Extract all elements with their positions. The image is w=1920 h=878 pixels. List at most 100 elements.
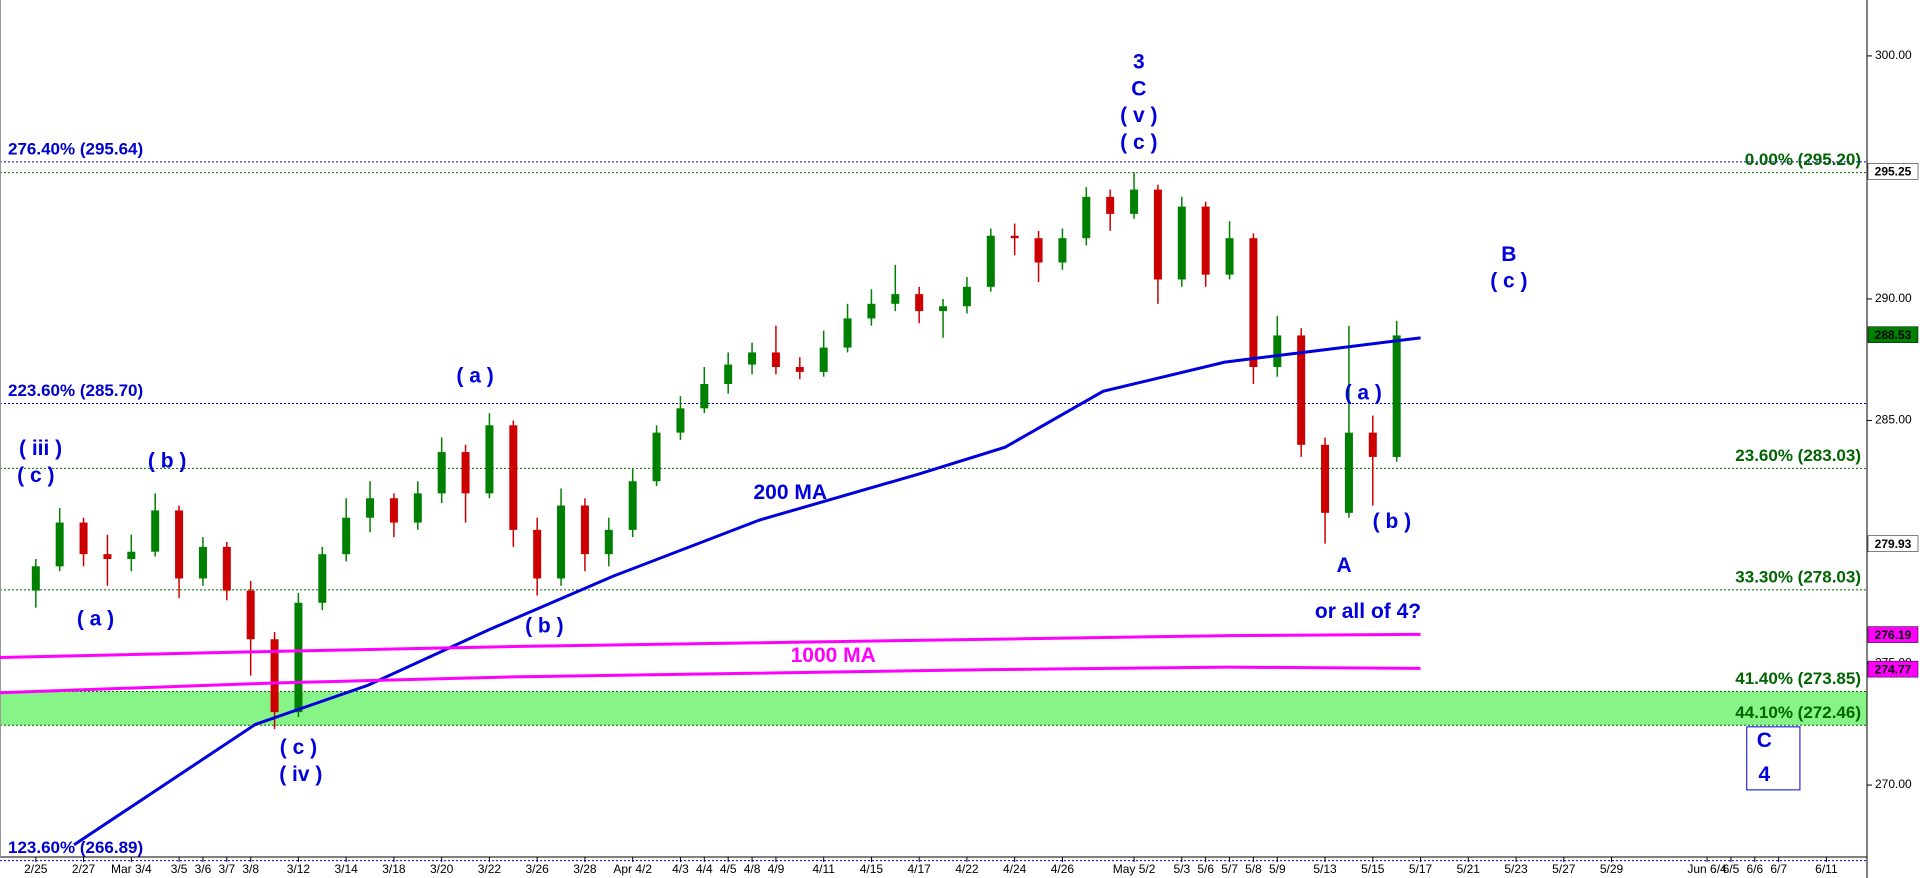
x-tick-label: 6/11 <box>1815 862 1838 876</box>
candle-body <box>103 554 112 560</box>
x-tick-label: 3/5 <box>171 862 188 876</box>
candle-body <box>1034 238 1043 263</box>
x-tick-label: 4/15 <box>860 862 884 876</box>
x-tick-label: 5/7 <box>1221 862 1238 876</box>
wave-label: A <box>1337 554 1352 577</box>
x-tick-label: 6/7 <box>1770 862 1787 876</box>
x-tick-label: 5/27 <box>1552 862 1576 876</box>
candle-body <box>1201 206 1210 275</box>
candle-body <box>867 303 876 319</box>
x-tick-label: 5/15 <box>1361 862 1385 876</box>
candle-body <box>389 498 398 523</box>
x-tick-label: 3/7 <box>218 862 235 876</box>
price-tag-label: 276.19 <box>1875 628 1912 642</box>
x-tick-label: 4/9 <box>768 862 785 876</box>
x-tick-label: 5/17 <box>1409 862 1433 876</box>
candle-body <box>1368 432 1377 457</box>
candle-body <box>318 554 327 603</box>
x-tick-label: 4/5 <box>720 862 737 876</box>
candle-body <box>1344 432 1353 513</box>
candle-body <box>509 425 518 530</box>
price-tag <box>1867 626 1919 643</box>
wave-label: or all of 4? <box>1315 600 1421 623</box>
wave-label: ( v ) <box>1120 104 1157 127</box>
wave-label: ( c ) <box>17 464 54 487</box>
wave-label: C <box>1131 77 1146 100</box>
candle-body <box>724 364 733 385</box>
candle-body <box>676 408 685 433</box>
x-tick-label: 5/8 <box>1245 862 1262 876</box>
y-tick-label: 300.00 <box>1875 48 1912 62</box>
candle-body <box>246 590 255 640</box>
y-tick-label: 290.00 <box>1875 291 1912 305</box>
candle-body <box>771 352 780 368</box>
fib-label: 123.60% (266.89) <box>8 838 143 857</box>
x-tick-label: 4/3 <box>672 862 689 876</box>
x-tick-label: 3/26 <box>526 862 550 876</box>
fib-label: 0.00% (295.20) <box>1745 150 1861 169</box>
x-tick-label: 4/8 <box>744 862 761 876</box>
x-tick-label: May 5/2 <box>1113 862 1156 876</box>
x-tick-label: 6/5 <box>1723 862 1740 876</box>
wave-label: 1000 MA <box>791 644 876 667</box>
wave-label: ( b ) <box>525 615 563 638</box>
wave-label: 4 <box>1758 763 1770 786</box>
fib-label: 44.10% (272.46) <box>1735 703 1861 722</box>
wave-label: ( iii ) <box>19 437 62 460</box>
candle-body <box>891 294 900 304</box>
fib-label: 276.40% (295.64) <box>8 139 143 158</box>
x-tick-label: Mar 3/4 <box>111 862 152 876</box>
candle-body <box>151 510 160 552</box>
candle-body <box>843 318 852 348</box>
x-tick-label: Apr 4/2 <box>613 862 652 876</box>
candle-body <box>557 505 566 579</box>
candle-body <box>1010 235 1019 239</box>
candle-body <box>461 452 470 494</box>
wave-label: ( a ) <box>456 364 493 387</box>
price-tag <box>1867 326 1919 343</box>
candle-body <box>270 639 279 713</box>
wave-label: ( b ) <box>148 449 186 472</box>
price-tag-label: 295.25 <box>1875 165 1912 179</box>
candle-body <box>294 602 303 713</box>
wave-label: ( b ) <box>1373 510 1411 533</box>
x-tick-label: 5/3 <box>1173 862 1190 876</box>
x-tick-label: 3/20 <box>430 862 454 876</box>
price-tag-label: 274.77 <box>1875 662 1912 676</box>
moving-average <box>73 336 1421 847</box>
moving-average <box>0 632 1421 659</box>
candle-body <box>986 235 995 287</box>
wave-label: ( a ) <box>1345 381 1382 404</box>
candle-body <box>652 432 661 482</box>
candle-body <box>198 546 207 579</box>
x-tick-label: 4/11 <box>812 862 835 876</box>
x-tick-label: 3/6 <box>195 862 212 876</box>
x-tick-label: Jun 6/4 <box>1687 862 1727 876</box>
candle-body <box>1130 189 1139 214</box>
candle-body <box>79 522 88 555</box>
x-tick-label: 3/14 <box>335 862 359 876</box>
candle-body <box>1106 196 1115 214</box>
candle-body <box>1273 335 1282 368</box>
x-tick-label: 5/6 <box>1197 862 1214 876</box>
price-tag-label: 279.93 <box>1875 537 1912 551</box>
x-tick-label: 5/21 <box>1457 862 1481 876</box>
candle-body <box>1321 444 1330 513</box>
x-tick-label: 5/29 <box>1600 862 1624 876</box>
candle-body <box>580 505 589 555</box>
y-tick-label: 285.00 <box>1875 413 1912 427</box>
wave-label: 200 MA <box>753 481 827 504</box>
wave-label: ( c ) <box>1490 269 1527 292</box>
wave-label: ( c ) <box>280 736 317 759</box>
wave-label: B <box>1501 243 1516 266</box>
x-tick-label: 5/9 <box>1269 862 1286 876</box>
price-tag <box>1867 535 1919 552</box>
candle-body <box>795 367 804 372</box>
x-tick-label: 4/17 <box>907 862 931 876</box>
candle-body <box>1082 196 1091 239</box>
candle-body <box>55 522 64 567</box>
candle-body <box>342 517 351 555</box>
candle-body <box>1249 238 1258 368</box>
candle-body <box>366 498 375 518</box>
